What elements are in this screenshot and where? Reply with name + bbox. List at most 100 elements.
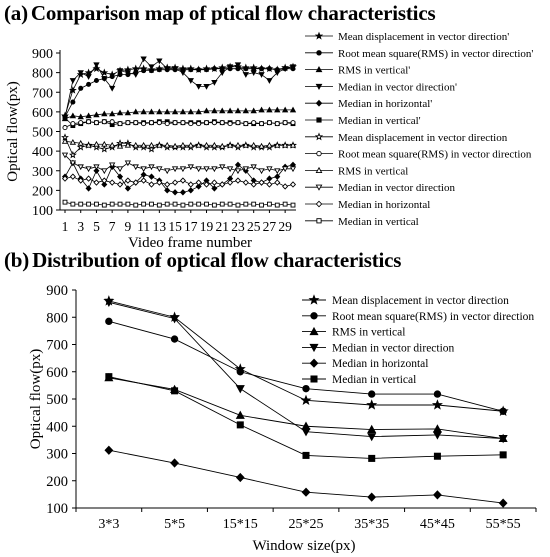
chart-a-data-point [93, 140, 100, 147]
chart-a-legend-marker [316, 150, 322, 157]
chart-a-data-point [195, 166, 202, 173]
chart-a-data-point [219, 70, 226, 76]
chart-a-y-axis-label: Optical flow(px) [5, 81, 21, 181]
chart-a-data-point [77, 113, 84, 120]
chart-a-data-point [93, 164, 100, 171]
chart-a-data-point [227, 121, 233, 127]
chart-a-x-tick-label: 7 [109, 219, 116, 234]
chart-a-data-point [93, 179, 100, 186]
chart-b-data-point [499, 407, 507, 415]
chart-a-data-point [164, 187, 171, 194]
chart-a-data-point [70, 201, 76, 207]
chart-a-legend-marker [316, 117, 322, 123]
chart-b-y-tick-label: 100 [46, 501, 68, 517]
chart-a-data-point [172, 120, 178, 126]
chart-a-data-point [281, 166, 289, 173]
chart-a-data-point [78, 201, 84, 207]
chart-a-data-point [234, 177, 242, 184]
chart-a-data-point [188, 201, 194, 207]
chart-a-y-tick-label: 200 [32, 184, 53, 199]
chart-a-data-point [101, 181, 108, 188]
panel-b-title: (b) Distribution of optical flow characte… [4, 248, 401, 273]
chart-a-data-point [195, 83, 202, 90]
chart-a-data-point [70, 121, 76, 127]
chart-a-data-point [242, 141, 250, 148]
chart-a-data-point [195, 108, 202, 115]
chart-a-data-point [77, 164, 84, 171]
chart-b-data-point [235, 410, 245, 419]
panel-a-title-text: Comparison map of ptical flow characteri… [30, 1, 436, 25]
chart-a-data-point [258, 179, 265, 186]
chart-b-x-tick-label: 15*15 [223, 517, 258, 532]
chart-a-data-point [203, 141, 210, 148]
chart-b-y-tick-label: 900 [46, 283, 68, 299]
chart-a-data-point [116, 109, 124, 116]
chart-a-data-point [226, 107, 234, 114]
chart-a-data-point [133, 202, 139, 208]
chart-a-data-point [172, 179, 179, 186]
chart-a-data-point [140, 56, 147, 63]
chart-a-data-point [156, 202, 162, 208]
chart-a-data-point [156, 179, 163, 186]
chart-a-data-point [124, 185, 131, 192]
chart-b-data-point [236, 368, 244, 376]
chart-a-data-point [266, 120, 272, 126]
chart-a-x-tick-label: 17 [184, 219, 198, 234]
chart-a-data-point [171, 142, 179, 149]
chart-a-data-point [171, 66, 179, 73]
chart-a-data-point [211, 66, 217, 72]
chart-a-data-point [204, 201, 209, 207]
chart-a-data-point [116, 173, 124, 180]
chart-a-data-point [235, 202, 241, 208]
chart-a-data-point [84, 68, 93, 76]
chart-a-legend-marker [315, 66, 323, 73]
chart-a-data-point [62, 125, 68, 131]
chart-a-data-point [164, 141, 171, 148]
chart-a-data-point [266, 106, 273, 113]
chart-a-legend-label: Median in vector direction' [338, 81, 457, 93]
chart-b-legend-label: Median in vertical [332, 374, 416, 386]
chart-b-data-point [301, 487, 311, 497]
chart-a-data-point [108, 110, 116, 117]
chart-a-data-point [125, 120, 131, 126]
chart-a-legend-marker [315, 166, 323, 173]
chart-a-legend-label: Mean displacement in vector direction' [338, 31, 509, 43]
chart-a-data-point [164, 201, 170, 207]
chart-a-legend-label: Root mean square(RMS) in vector directio… [338, 48, 533, 60]
chart-a-data-point [132, 141, 139, 148]
chart-a-data-point [61, 152, 69, 159]
chart-a-data-point [266, 78, 273, 84]
chart-a-data-point [250, 70, 257, 76]
chart-b-data-point [105, 373, 113, 381]
chart-a-data-point [242, 179, 249, 186]
chart-a-data-point [132, 164, 139, 171]
chart-a-data-point [187, 141, 194, 148]
chart-a-data-point [116, 142, 124, 149]
chart-a-data-point [243, 201, 249, 207]
chart-a-data-point [148, 141, 155, 148]
chart-a-data-point [156, 141, 163, 148]
chart-a-data-point [179, 189, 186, 196]
chart-b-data-point [433, 452, 441, 460]
chart-a-data-point [227, 201, 233, 207]
chart-b-y-tick-label: 700 [46, 338, 68, 354]
chart-b-data-point [235, 472, 245, 483]
chart-a-x-tick-label: 3 [77, 219, 84, 234]
panel-a-title: (a) Comparison map of ptical flow charact… [4, 1, 436, 26]
chart-a-data-point [69, 112, 77, 119]
chart-b-data-point [170, 315, 180, 324]
chart-a-data-point [164, 168, 171, 175]
chart-a-data-point [124, 141, 132, 148]
chart-a-data-point [109, 74, 115, 80]
chart-b-x-tick-label: 25*25 [289, 517, 324, 532]
chart-a-data-point [109, 201, 115, 207]
chart-a-data-point [219, 164, 226, 171]
chart-a-data-point [108, 141, 116, 148]
chart-a-data-point [196, 201, 202, 207]
chart-a-x-tick-label: 25 [247, 219, 261, 234]
chart-a-data-point [219, 107, 226, 114]
chart-a-y-tick-label: 500 [32, 126, 53, 141]
chart-b-legend-marker [310, 375, 318, 383]
